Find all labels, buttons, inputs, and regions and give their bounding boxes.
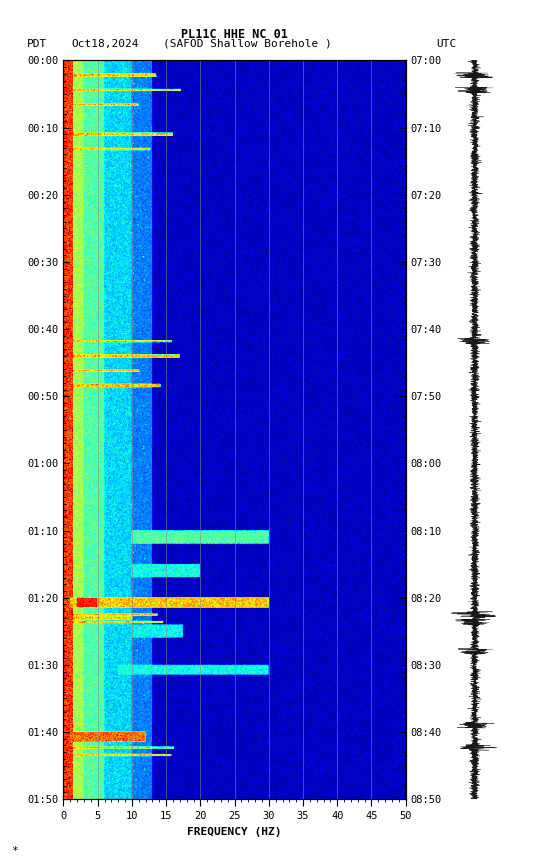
Text: Oct18,2024: Oct18,2024	[72, 39, 139, 49]
X-axis label: FREQUENCY (HZ): FREQUENCY (HZ)	[187, 827, 282, 836]
Text: PL11C HHE NC 01: PL11C HHE NC 01	[181, 28, 288, 41]
Text: PDT: PDT	[26, 39, 47, 49]
Text: *: *	[11, 846, 18, 855]
Text: (SAFOD Shallow Borehole ): (SAFOD Shallow Borehole )	[163, 39, 332, 49]
Text: UTC: UTC	[436, 39, 457, 49]
